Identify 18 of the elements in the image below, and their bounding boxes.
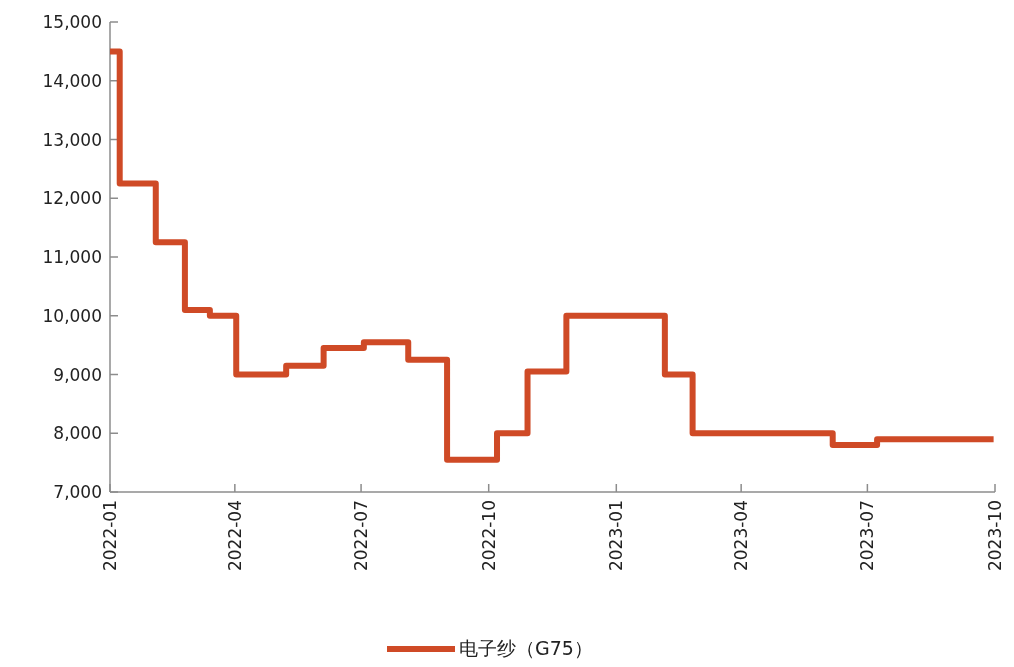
y-tick-label: 14,000 <box>42 70 102 91</box>
x-tick-label: 2023-01 <box>606 500 627 572</box>
y-tick-label: 13,000 <box>42 129 102 150</box>
y-tick-label: 9,000 <box>53 364 102 385</box>
y-tick-label: 12,000 <box>42 188 102 209</box>
y-tick-label: 10,000 <box>42 305 102 326</box>
y-tick-label: 7,000 <box>53 482 102 502</box>
y-tick-label: 15,000 <box>42 12 102 32</box>
x-tick-label: 2023-04 <box>731 500 752 572</box>
x-tick-label: 2022-10 <box>478 500 499 572</box>
x-tick-label: 2023-10 <box>985 500 1005 572</box>
y-tick-label: 8,000 <box>53 423 102 444</box>
y-tick-label: 11,000 <box>42 247 102 267</box>
x-tick-label: 2022-07 <box>351 500 372 572</box>
x-tick-label: 2022-04 <box>224 500 245 572</box>
x-tick-label: 2023-07 <box>857 500 878 572</box>
x-tick-label: 2022-01 <box>100 500 120 572</box>
legend-label: 电子纱（G75） <box>459 637 593 659</box>
